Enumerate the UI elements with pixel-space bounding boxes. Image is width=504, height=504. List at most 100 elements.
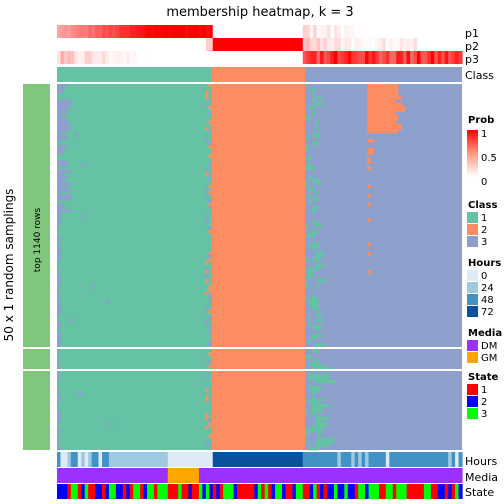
heatmap-noise-cell [208,331,212,335]
heatmap-noise-cell [208,199,212,204]
heatmap-noise-cell [205,395,209,399]
p2-cell [413,38,418,51]
state-cell [77,484,82,499]
p2-cell [98,38,103,51]
heatmap-noise-cell [205,413,209,417]
p2-cell [337,38,342,51]
heatmap-noise-cell [57,148,64,152]
heatmap-noise-cell [305,355,309,359]
state-cell [178,484,183,499]
state-cell [285,484,290,499]
heatmap-noise-cell [205,169,209,173]
heatmap-noise-cell [205,172,209,176]
heatmap-noise-cell [57,206,61,210]
hours-cell [368,452,373,467]
state-cell [347,484,352,499]
legend-hours-label-48: 48 [481,295,494,306]
p3-cell [330,51,335,64]
heatmap-noise-cell [205,318,209,323]
p2-cell [302,38,307,51]
heatmap-noise-cell [305,157,309,161]
p1-cell [261,25,266,38]
p3-cell [337,51,342,64]
p1-cell [212,25,217,38]
p3-cell [143,51,148,64]
media-cell [406,468,411,483]
p2-cell [129,38,134,51]
heatmap-noise-cell [57,312,61,317]
media-cell [278,468,283,483]
heatmap-noise-cell [367,242,371,247]
p2-cell [354,38,359,51]
p3-cell [268,51,273,64]
state-cell [91,484,96,499]
legend-media-label-gm: GM [481,353,497,364]
p3-cell [316,51,321,64]
state-cell [361,484,366,499]
p3-cell [399,51,404,64]
p1-cell [198,25,203,38]
p1-cell [209,25,214,38]
hours-cell [365,452,370,467]
p1-cell [185,25,190,38]
state-cell [230,484,235,499]
heatmap-noise-cell [57,282,61,286]
p3-cell [216,51,221,64]
p2-cell [385,38,390,51]
state-cell [365,484,370,499]
p1-cell [403,25,408,38]
heatmap-noise-cell [57,126,71,131]
media-cell [417,468,422,483]
p1-cell [330,25,335,38]
heatmap-noise-cell [57,138,61,143]
p2-cell [136,38,141,51]
p1-cell [413,25,418,38]
row-subtitle: top 1140 rows [33,207,43,272]
top-annotation-tracks [57,25,463,82]
heatmap-noise-cell [311,196,319,201]
p3-cell [136,51,141,64]
p1-cell [157,25,162,38]
legend-class-swatch-1 [467,212,478,223]
state-cell [57,484,62,499]
legend-prob-tick-1: 1 [481,129,487,140]
p3-cell [275,51,280,64]
p2-cell [77,38,82,51]
state-cell [212,484,217,499]
media-cell [115,468,120,483]
hours-cell [240,452,245,467]
media-cell [108,468,113,483]
heatmap-noise-cell [367,108,406,112]
state-cell [333,484,338,499]
p2-cell [406,38,411,51]
p1-cell [112,25,117,38]
state-cell [282,484,287,499]
media-cell [378,468,383,483]
heatmap-noise-cell [311,209,316,213]
heatmap-noise-cell [57,129,68,134]
p2-cell [57,38,62,51]
heatmap-noise-cell [308,270,312,274]
heatmap-noise-cell [57,248,61,253]
heatmap-noise-cell [315,416,330,420]
p2-cell [458,38,463,51]
state-cell [417,484,422,499]
hours-cell [392,452,397,467]
heatmap-noise-cell [308,361,319,365]
heatmap-noise-cell [57,355,61,359]
media-cell [434,468,439,483]
hours-cell [406,452,411,467]
heatmap-noise-cell [367,148,375,152]
hours-cell [437,452,442,467]
heatmap-noise-cell [305,428,309,433]
p2-cell [171,38,176,51]
legend-media-swatch-gm [467,352,478,363]
media-cell [133,468,138,483]
media-cell [202,468,207,483]
hours-cell [306,452,311,467]
p3-cell [278,51,283,64]
hours-cell [250,452,255,467]
heatmap-noise-cell [57,84,68,88]
media-cell [140,468,145,483]
heatmap-noise-cell [105,300,109,304]
